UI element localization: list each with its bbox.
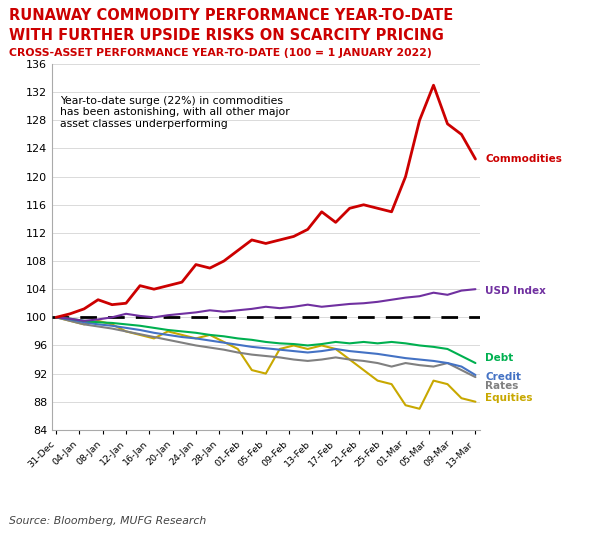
Text: Equities: Equities (485, 393, 533, 403)
Text: Credit: Credit (485, 372, 521, 382)
Text: USD Index: USD Index (485, 286, 546, 296)
Text: WITH FURTHER UPSIDE RISKS ON SCARCITY PRICING: WITH FURTHER UPSIDE RISKS ON SCARCITY PR… (9, 28, 444, 43)
Text: Source: Bloomberg, MUFG Research: Source: Bloomberg, MUFG Research (9, 516, 207, 526)
Text: Debt: Debt (485, 353, 513, 363)
Text: CROSS-ASSET PERFORMANCE YEAR-TO-DATE (100 = 1 JANUARY 2022): CROSS-ASSET PERFORMANCE YEAR-TO-DATE (10… (9, 48, 432, 58)
Text: RUNAWAY COMMODITY PERFORMANCE YEAR-TO-DATE: RUNAWAY COMMODITY PERFORMANCE YEAR-TO-DA… (9, 8, 453, 23)
Text: Commodities: Commodities (485, 154, 562, 164)
Text: Year-to-date surge (22%) in commodities
has been astonishing, with all other maj: Year-to-date surge (22%) in commodities … (60, 96, 290, 129)
Text: Rates: Rates (485, 381, 519, 391)
